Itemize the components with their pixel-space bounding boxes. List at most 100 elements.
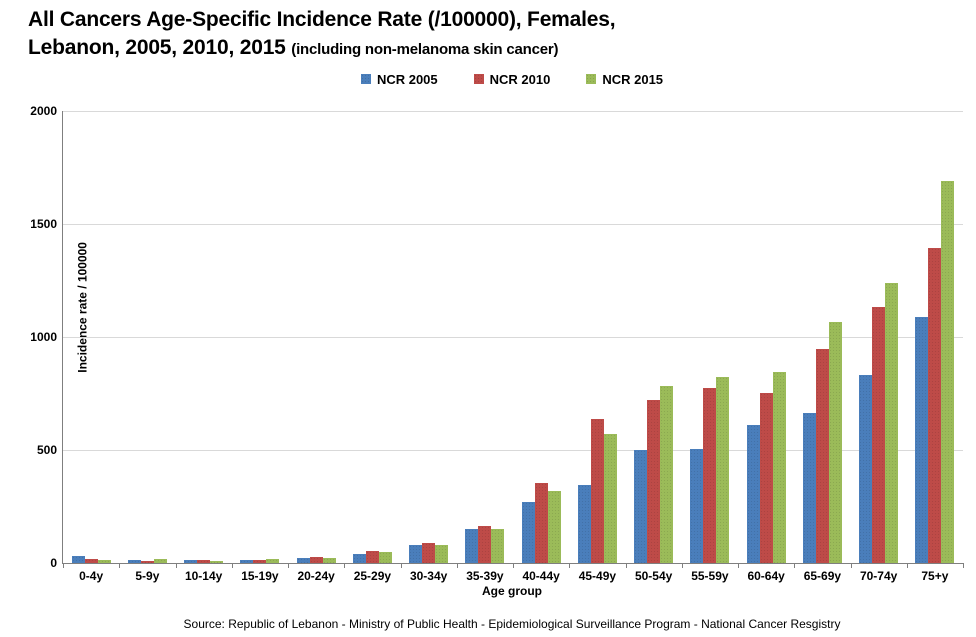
x-tick-label-75+y: 75+y [921,569,949,583]
bar-group-30-34y [401,543,457,563]
bar-ncr-2015-5-9y [153,559,167,563]
y-tick-label-500: 500 [36,443,57,457]
x-axis-tick [288,563,289,568]
bar-ncr-2015-45-49y [603,434,617,563]
bar-ncr-2005-30-34y [409,545,423,563]
x-axis-tick [344,563,346,568]
bar-ncr-2005-0-4y [71,556,85,563]
x-tick-label-40-44y: 40-44y [522,569,560,583]
gridline-1000 [63,336,963,338]
x-tick-label-25-29y: 25-29y [353,569,392,583]
y-tick-label-1000: 1000 [30,330,57,344]
bar-ncr-2005-35-39y [465,529,479,563]
chart-title-line2-paren: (including non-melanoma skin cancer) [291,41,559,58]
x-tick-label-65-69y: 65-69y [803,569,842,583]
x-axis-tick [513,563,514,568]
y-tick-label-1500: 1500 [30,217,57,231]
x-axis-tick [231,563,233,568]
x-tick-label-5-9y: 5-9y [135,569,160,583]
x-axis-tick [963,563,964,568]
bar-group-5-9y [119,559,175,563]
bar-ncr-2005-50-54y [634,450,648,563]
chart-title-line2-main: Lebanon, 2005, 2010, 2015 [28,36,292,59]
bar-ncr-2010-10-14y [197,560,211,563]
bar-ncr-2005-45-49y [577,485,591,563]
legend-swatch-icon [586,74,597,84]
bar-group-70-74y [851,283,907,563]
x-tick-label-0-4y: 0-4y [79,569,104,583]
x-axis-tick [119,563,121,568]
x-tick-label-20-24y: 20-24y [297,569,335,583]
legend-swatch-icon [360,74,371,84]
chart-legend: NCR 2005 NCR 2010 NCR 2015 [62,70,962,88]
x-tick-label-30-34y: 30-34y [409,569,448,583]
x-axis-tick [569,563,571,568]
x-axis-tick [456,563,458,568]
bar-ncr-2015-70-74y [885,283,899,563]
bar-ncr-2010-20-24y [309,557,323,563]
x-tick-label-60-64y: 60-64y [747,569,785,583]
legend-swatch-icon [473,74,484,84]
bar-ncr-2015-15-19y [266,559,280,563]
x-axis-title: Age group [482,584,542,598]
x-axis-tick [175,563,177,568]
x-tick-label-55-59y: 55-59y [691,569,729,583]
bar-group-55-59y [682,377,738,563]
bar-group-0-4y [63,556,119,563]
gridline-500 [63,449,963,451]
x-axis-tick [625,563,627,568]
legend-item-ncr-2010: NCR 2010 [473,72,550,87]
bar-ncr-2015-25-29y [378,552,392,563]
bar-ncr-2005-40-44y [521,502,535,563]
bar-ncr-2015-40-44y [547,491,561,563]
bar-ncr-2015-0-4y [97,560,111,563]
x-tick-label-10-14y: 10-14y [184,569,223,583]
bar-ncr-2010-35-39y [478,526,492,563]
x-tick-label-15-19y: 15-19y [241,569,279,583]
bar-ncr-2015-60-64y [772,372,786,563]
bar-ncr-2010-60-64y [759,393,773,563]
bar-ncr-2005-10-14y [184,560,198,563]
gridline-1500 [63,223,963,225]
legend-label: NCR 2005 [376,71,438,87]
bar-ncr-2015-20-24y [322,558,336,563]
gridline-2000 [63,110,963,112]
legend-item-ncr-2005: NCR 2005 [360,71,438,87]
x-tick-label-45-49y: 45-49y [578,569,617,583]
y-tick-label-2000: 2000 [30,104,57,118]
x-axis-tick [794,563,796,568]
chart-title: All Cancers Age-Specific Incidence Rate … [28,6,616,64]
bar-ncr-2015-30-34y [435,545,449,563]
y-axis-title: Incidence rate / 100000 [75,242,90,373]
legend-item-ncr-2015: NCR 2015 [586,72,663,87]
bar-ncr-2005-65-69y [802,413,816,563]
bar-group-15-19y [232,559,288,563]
chart-title-line2: Lebanon, 2005, 2010, 2015 (including non… [28,34,615,64]
bar-group-10-14y [176,560,232,563]
bar-group-65-69y [794,322,850,563]
x-axis-tick [63,563,64,568]
bar-ncr-2005-55-59y [690,449,704,563]
bar-ncr-2010-0-4y [84,559,98,563]
bar-ncr-2005-75+y [915,317,929,563]
x-axis-tick [400,563,402,568]
x-axis-tick [850,563,852,568]
bar-ncr-2010-45-49y [590,419,604,563]
chart-title-line1: All Cancers Age-Specific Incidence Rate … [28,8,616,31]
source-note: Source: Republic of Lebanon - Ministry o… [183,617,841,631]
bar-group-20-24y [288,557,344,563]
bar-ncr-2005-15-19y [240,560,254,563]
bar-ncr-2005-70-74y [859,375,873,563]
bar-ncr-2015-75+y [941,181,955,563]
bar-ncr-2010-75+y [928,248,942,563]
x-tick-label-35-39y: 35-39y [466,569,504,583]
plot-area: Incidence rate / 100000 0 500 1000 1500 2000… [30,104,964,583]
bar-ncr-2005-25-29y [352,554,366,563]
bar-ncr-2010-30-34y [422,543,436,563]
bar-ncr-2010-5-9y [140,561,154,563]
bar-ncr-2010-40-44y [534,483,548,563]
bar-ncr-2005-20-24y [296,558,310,563]
bar-ncr-2010-50-54y [647,400,661,563]
bar-ncr-2010-25-29y [365,551,379,563]
